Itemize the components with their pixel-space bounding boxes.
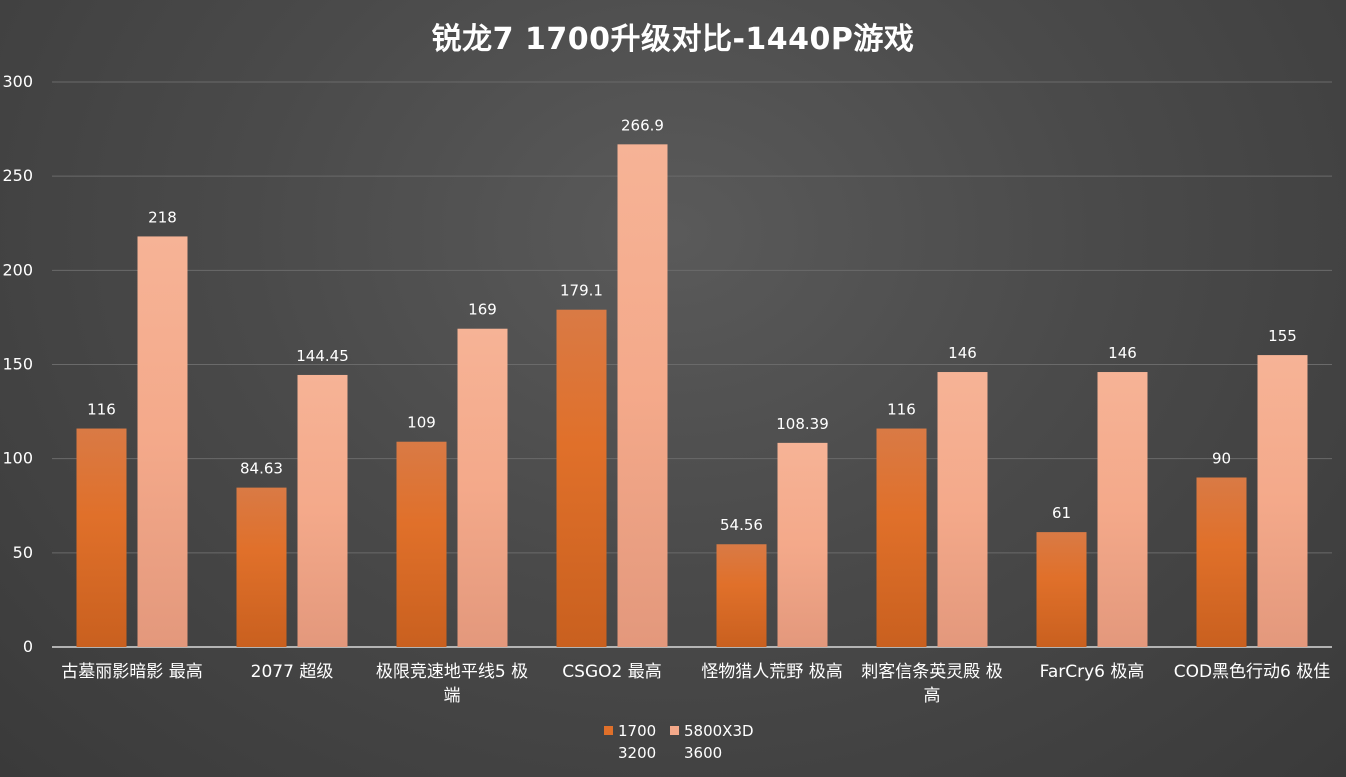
data-label: 155 (1268, 327, 1297, 345)
bar-series2 (137, 236, 188, 647)
legend-swatch (670, 726, 679, 735)
bar-series1 (76, 428, 127, 647)
x-tick-label: FarCry6 极高 (1040, 662, 1145, 682)
legend-label: 5800X3D (684, 722, 754, 740)
bar-series1 (1036, 532, 1087, 647)
y-tick-label: 0 (23, 637, 33, 656)
x-tick-label: 端 (444, 686, 461, 706)
y-tick-label: 200 (2, 260, 33, 279)
bar-series1 (876, 428, 927, 647)
bar-series1 (1196, 477, 1247, 647)
bar-series2 (1097, 372, 1148, 647)
x-tick-label: 高 (924, 686, 941, 706)
y-tick-label: 100 (2, 449, 33, 468)
bar-series1 (556, 309, 607, 647)
data-label: 266.9 (621, 116, 664, 134)
legend-label: 3200 (618, 744, 656, 762)
x-axis: 古墓丽影暗影 最高 2077 超级 极限竞速地平线5 极端 CSGO2 最高 怪物猎人荒… (61, 662, 1330, 706)
data-label: 108.39 (776, 415, 829, 433)
bar-series2 (617, 144, 668, 648)
data-label: 218 (148, 208, 177, 226)
data-labels: 116 218 84.63 144.45 109 169 179.1 266.9 54.56 10… (87, 116, 1297, 534)
bar-series2 (457, 328, 508, 647)
bar-series1 (396, 441, 447, 647)
x-tick-label: COD黑色行动6 极佳 (1174, 662, 1331, 682)
x-tick-label: 极限竞速地平线5 极 (376, 662, 528, 682)
x-tick-label: 怪物猎人荒野 极高 (701, 662, 842, 682)
y-tick-label: 250 (2, 166, 33, 185)
bar-series1 (236, 487, 287, 647)
legend-swatch (604, 726, 613, 735)
legend-label: 1700 (618, 722, 656, 740)
x-tick-label: CSGO2 最高 (562, 662, 661, 682)
data-label: 179.1 (560, 282, 603, 300)
bars (76, 144, 1308, 648)
data-label: 84.63 (240, 460, 283, 478)
chart-title: 锐龙7 1700升级对比-1440P游戏 (431, 22, 915, 57)
bar-series1 (716, 544, 767, 647)
legend: 1700 3200 5800X3D 3600 (604, 722, 754, 762)
data-label: 144.45 (296, 347, 349, 365)
data-label: 146 (948, 344, 977, 362)
y-tick-label: 150 (2, 355, 33, 374)
x-tick-label: 2077 超级 (251, 662, 334, 682)
data-label: 116 (887, 401, 916, 419)
data-label: 54.56 (720, 516, 763, 534)
data-label: 109 (407, 414, 436, 432)
data-label: 169 (468, 301, 497, 319)
bar-series2 (777, 442, 828, 647)
data-label: 90 (1212, 450, 1231, 468)
y-tick-label: 300 (2, 72, 33, 91)
data-label: 146 (1108, 344, 1137, 362)
bar-series2 (1257, 355, 1308, 647)
x-tick-label: 古墓丽影暗影 最高 (61, 662, 202, 682)
bar-series2 (297, 374, 348, 647)
data-label: 61 (1052, 504, 1071, 522)
x-tick-label: 刺客信条英灵殿 极 (861, 662, 1002, 682)
bar-series2 (937, 372, 988, 647)
y-tick-label: 50 (13, 543, 33, 562)
legend-label: 3600 (684, 744, 722, 762)
data-label: 116 (87, 401, 116, 419)
